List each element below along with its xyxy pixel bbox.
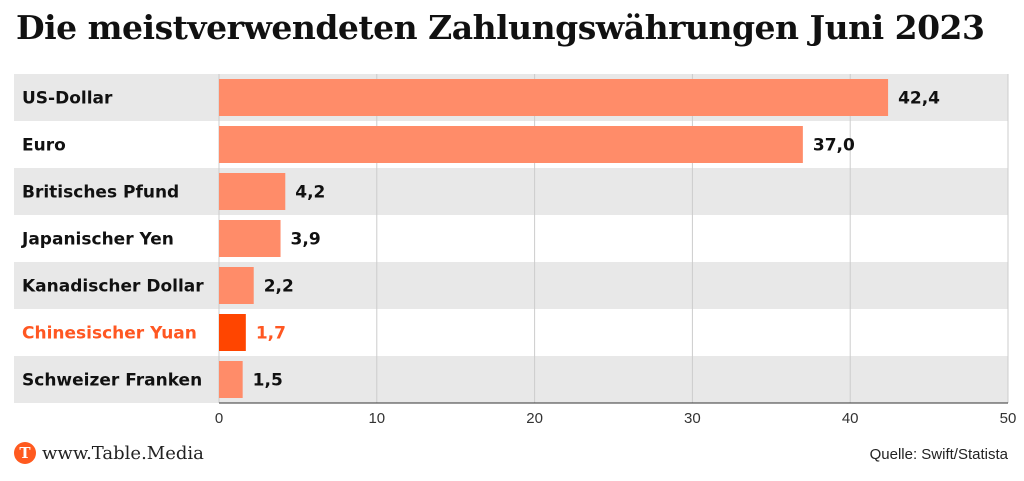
row-band [14, 262, 1008, 309]
bar [219, 126, 803, 163]
chart-title: Die meistverwendeten Zahlungswährungen J… [16, 8, 985, 47]
bar [219, 314, 246, 351]
category-label: Japanischer Yen [21, 230, 174, 250]
x-tick-label: 20 [526, 410, 543, 427]
bar [219, 220, 281, 257]
x-tick-label: 10 [368, 410, 385, 427]
value-label: 42,4 [898, 89, 940, 109]
x-tick-label: 0 [215, 410, 223, 427]
footer-site-link[interactable]: www.Table.Media [42, 442, 204, 464]
category-label: Kanadischer Dollar [22, 277, 204, 297]
category-label: Schweizer Franken [22, 371, 202, 391]
bar [219, 361, 243, 398]
value-label: 3,9 [291, 230, 321, 250]
value-label: 2,2 [264, 277, 294, 297]
source-note: Quelle: Swift/Statista [869, 446, 1008, 463]
table-media-logo-icon: T [14, 442, 36, 464]
value-label: 1,5 [253, 371, 283, 391]
x-tick-label: 50 [1000, 410, 1017, 427]
category-label: Britisches Pfund [22, 183, 179, 203]
row-band [14, 168, 1008, 215]
category-label: Euro [22, 136, 66, 156]
category-label: US-Dollar [22, 89, 113, 109]
footer-brand[interactable]: T www.Table.Media [14, 442, 204, 464]
x-tick-label: 40 [842, 410, 859, 427]
row-band [14, 356, 1008, 403]
category-label: Chinesischer Yuan [22, 324, 197, 344]
bar [219, 173, 286, 210]
value-label: 37,0 [813, 136, 855, 156]
x-tick-label: 30 [684, 410, 701, 427]
value-label: 1,7 [256, 324, 286, 344]
bar [219, 79, 889, 116]
bar [219, 267, 254, 304]
value-label: 4,2 [295, 183, 325, 203]
